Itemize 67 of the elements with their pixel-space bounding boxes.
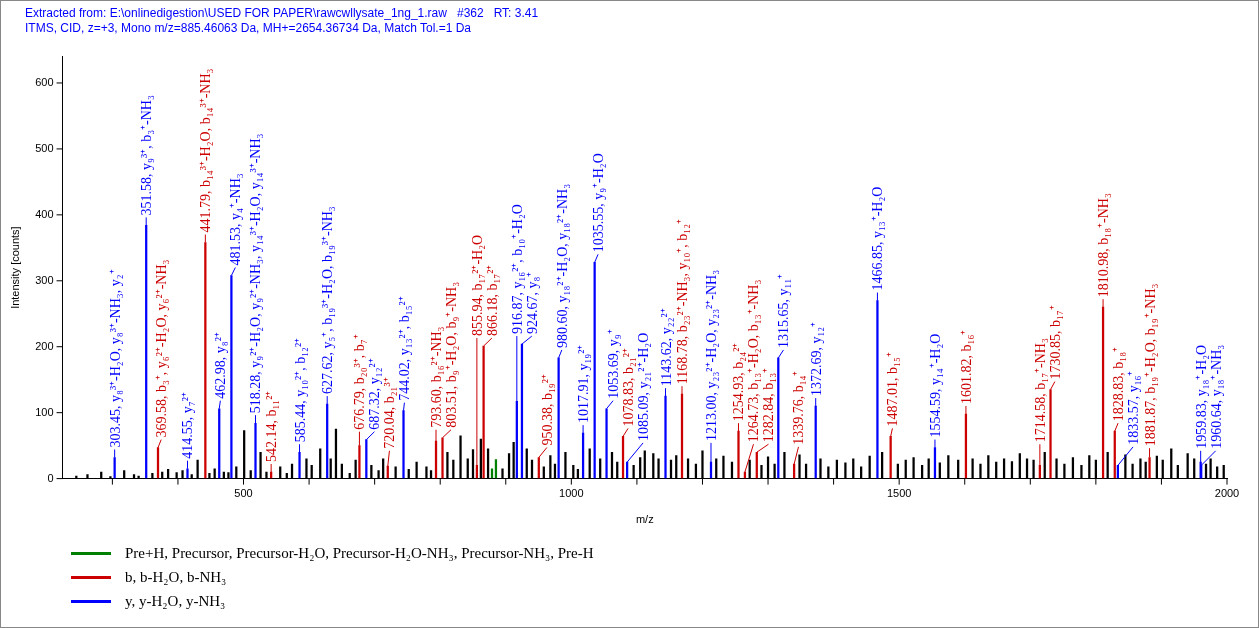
annotation: 481.53, y₄⁺-NH₃ xyxy=(228,173,244,266)
annotation: 980.60, y₁₈²⁺-H₂O, y₁₈²⁺-NH₃ xyxy=(554,183,570,348)
annotation: 351.58, y₉³⁺, b₃⁺-NH₃ xyxy=(139,95,155,216)
y-tick-label: 300 xyxy=(35,273,54,286)
annotation: 627.62, y₅⁺, b₁₉³⁺-H₂O, b₁₉³⁺-NH₃ xyxy=(320,206,336,395)
annotation: 1601.82, b₁₆⁺ xyxy=(958,329,974,404)
annotation: 720.04, b₂₁³⁺ xyxy=(382,377,398,449)
x-tick-label: 1500 xyxy=(886,487,912,500)
annotation: 1254.93, b₂₄²⁺ xyxy=(731,342,747,422)
annotation: 793.60, b₁₆²⁺-NH₃ xyxy=(429,326,445,428)
annotation: 518.28, y₉²⁺-H₂O, y₉²⁺-NH₃, y₁₄³⁺-H₂O, y₁₄³⁺-NH₃ xyxy=(248,133,264,414)
annotation: 1372.69, y₁₂⁺ xyxy=(808,321,824,397)
annotation: 803.51, b₉⁺-H₂O, b₉⁺-NH₃ xyxy=(444,281,460,428)
annotation: 369.58, b₃⁺, y₆²⁺-H₂O, y₆²⁺-NH₃ xyxy=(154,259,170,438)
annotation: 1554.59, y₁₄⁺-H₂O xyxy=(927,333,943,438)
annotation: 1168.78, b₂₃²⁺-NH₃, y₁₀⁺, b₁₂⁺ xyxy=(675,218,690,385)
annotation: 676.79, b₂₀³⁺, b₇⁺ xyxy=(352,334,368,430)
annotation: 1017.91, y₁₉²⁺ xyxy=(576,344,592,424)
y-tick-label: 400 xyxy=(35,207,54,220)
annotation: 1085.09, y₂₁²⁺-H₂O xyxy=(636,332,652,441)
legend-label: b, b-H₂O, b-NH₃ xyxy=(125,568,227,586)
annotation: 1714.58, b₁₇⁺-NH₃ xyxy=(1032,338,1048,443)
annotation: 950.38, b₁₉²⁺ xyxy=(539,374,555,446)
chart-title: Extracted from: E:\onlinedigestion\USED FOR PAPER\rawcwllysate_1ng_1.raw #362 RT: 3.41 xyxy=(25,6,539,21)
annotation: 1833.57, y₁₆⁺ xyxy=(1126,370,1142,445)
y-tick-label: 100 xyxy=(35,405,54,418)
x-axis-title: m/z xyxy=(635,513,654,526)
annotation: 441.79, b₁₄³⁺-H₂O, b₁₄³⁺-NH₃ xyxy=(198,68,214,233)
annotation: 1730.85, b₁₇⁺ xyxy=(1047,305,1063,380)
annotation: 1828.83, b₁₈⁺ xyxy=(1111,346,1127,422)
annotation: 585.44, y₁₀²⁺, b₁₂²⁺ xyxy=(292,337,308,443)
annotation: 303.45, y₈³⁺-H₂O, y₈³⁺-NH₃, y₂⁺ xyxy=(107,269,123,448)
chart-subtitle: ITMS, CID, z=+3, Mono m/z=885.46063 Da, MH+=2654.36734 Da, Match Tol.=1 Da xyxy=(25,21,473,36)
annotation: 1213.00, y₂₃²⁺-H₂O, y₂₃²⁺-NH₃ xyxy=(704,269,719,441)
annotation: 866.18, b₁₇²⁺ xyxy=(484,264,500,337)
annotation: 1315.65, y₁₁⁺ xyxy=(776,273,792,348)
annotation: 414.55, y₇²⁺ xyxy=(180,392,196,459)
annotation: 1078.83, b₂₁²⁺ xyxy=(621,347,637,427)
annotation: 1881.87, b₁₉⁺-H₂O, b₁₉⁺-NH₃ xyxy=(1142,283,1158,447)
annotation: 1035.55, y₉⁺-H₂O xyxy=(591,153,607,253)
annotation: 1960.64, y₁₈⁺-NH₃ xyxy=(1208,344,1224,449)
legend-label: y, y-H₂O, y-NH₃ xyxy=(125,592,226,610)
annotation: 744.02, y₁₃²⁺, b₁₅²⁺ xyxy=(397,296,413,401)
y-tick-label: 500 xyxy=(35,141,54,154)
x-tick-label: 1000 xyxy=(559,487,584,500)
x-tick-label: 500 xyxy=(234,487,253,500)
annotation: 1053.69, y₉⁺ xyxy=(606,329,622,399)
annotation: 855.94, b₁₇²⁺-H₂O xyxy=(469,234,485,337)
y-tick-label: 0 xyxy=(47,471,54,484)
annotation: 687.32, y₁₂²⁺ xyxy=(367,358,383,430)
annotation: 1264.73, b₁₃⁺-H₂O, b₁₃⁺-NH₃ xyxy=(746,279,762,443)
annotation: 916.87, y₁₆²⁺, b₁₀⁺-H₂O xyxy=(509,204,525,335)
annotation: 924.67, y₈⁺ xyxy=(524,271,540,335)
annotation: 542.14, b₁₁²⁺ xyxy=(264,390,280,463)
annotation: 1810.98, b₁₈⁺-NH₃ xyxy=(1096,193,1112,298)
y-tick-label: 200 xyxy=(35,339,54,352)
x-tick-label: 2000 xyxy=(1214,487,1240,500)
annotation: 1959.83, y₁₈⁺-H₂O xyxy=(1193,344,1209,449)
annotation: 1487.01, b₁₅⁺ xyxy=(885,352,901,427)
annotation: 1143.62, y₂₂²⁺ xyxy=(658,308,674,387)
annotation: 1339.76, b₁₄⁺ xyxy=(791,370,807,445)
y-tick-label: 600 xyxy=(35,76,54,89)
annotation: 462.98, y₈²⁺ xyxy=(213,332,229,399)
annotation: 1466.85, y₁₃⁺-H₂O xyxy=(870,186,886,291)
annotation: 1282.84, b₁₃⁺ xyxy=(761,367,777,443)
y-axis-title: Intensity [counts] xyxy=(8,226,21,309)
legend-label: Pre+H, Precursor, Precursor-H₂O, Precursor-H₂O-NH₃, Precursor-NH₃, Pre-H xyxy=(125,544,594,562)
